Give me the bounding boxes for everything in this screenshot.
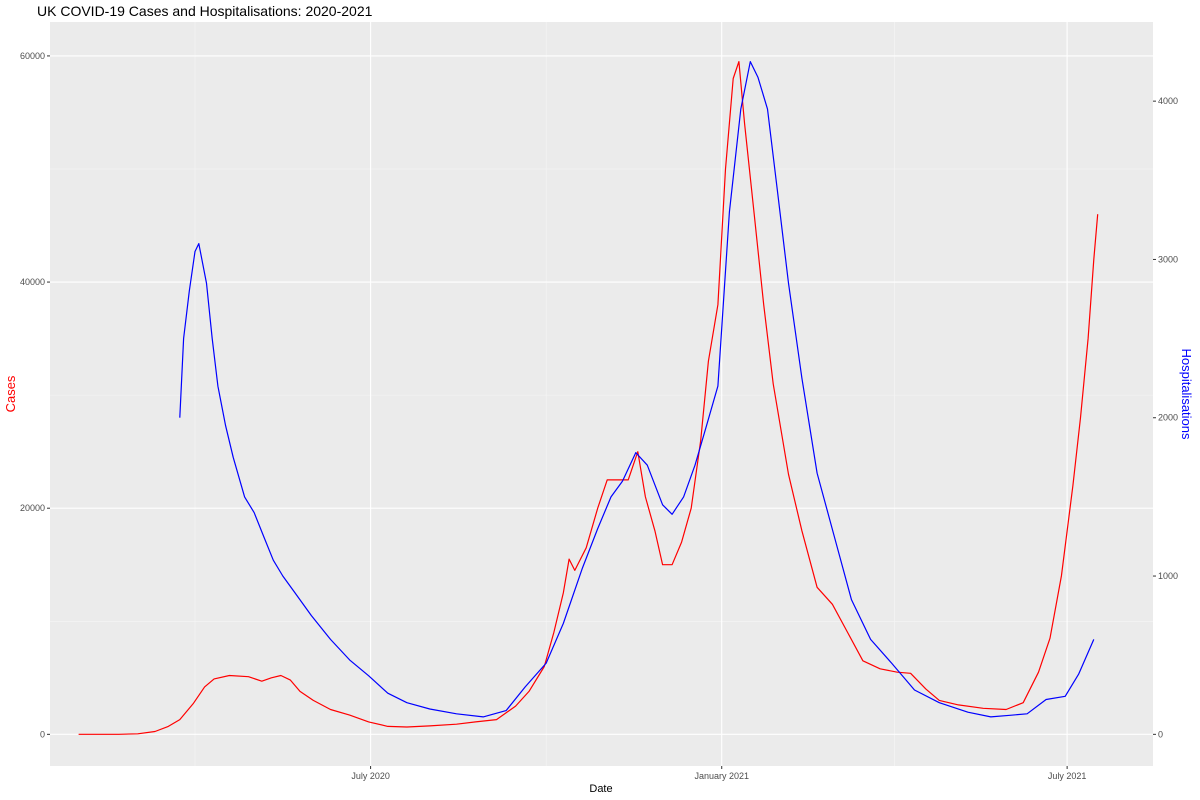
left-y-axis: 0 20000 40000 60000 [20, 51, 50, 739]
y-right-tick-label: 2000 [1158, 413, 1178, 423]
right-y-axis: 0 1000 2000 3000 4000 [1153, 96, 1178, 739]
series-layer [78, 60, 1099, 735]
y-axis-right-title: Hospitalisations [1179, 348, 1194, 440]
y-left-tick-label: 20000 [20, 503, 45, 513]
y-right-tick-label: 3000 [1158, 254, 1178, 264]
y-left-tick-label: 40000 [20, 277, 45, 287]
y-right-tick-label: 1000 [1158, 571, 1178, 581]
y-left-tick-label: 60000 [20, 51, 45, 61]
x-tick-label: July 2020 [351, 771, 390, 781]
chart-title: UK COVID-19 Cases and Hospitalisations: … [37, 3, 373, 19]
x-axis: July 2020 January 2021 July 2021 [351, 766, 1086, 781]
plot-panel [50, 22, 1153, 766]
x-tick-label: July 2021 [1048, 771, 1087, 781]
major-gridlines [50, 22, 1153, 766]
y-right-tick-label: 0 [1158, 729, 1163, 739]
x-tick-label: January 2021 [694, 771, 749, 781]
y-left-tick-label: 0 [40, 729, 45, 739]
y-axis-left-title: Cases [3, 375, 18, 412]
series-line-cases [78, 60, 1099, 735]
y-right-tick-label: 4000 [1158, 96, 1178, 106]
series-line-hospitalisations [179, 60, 1095, 718]
minor-gridlines [50, 22, 1153, 766]
x-axis-title: Date [589, 783, 612, 795]
